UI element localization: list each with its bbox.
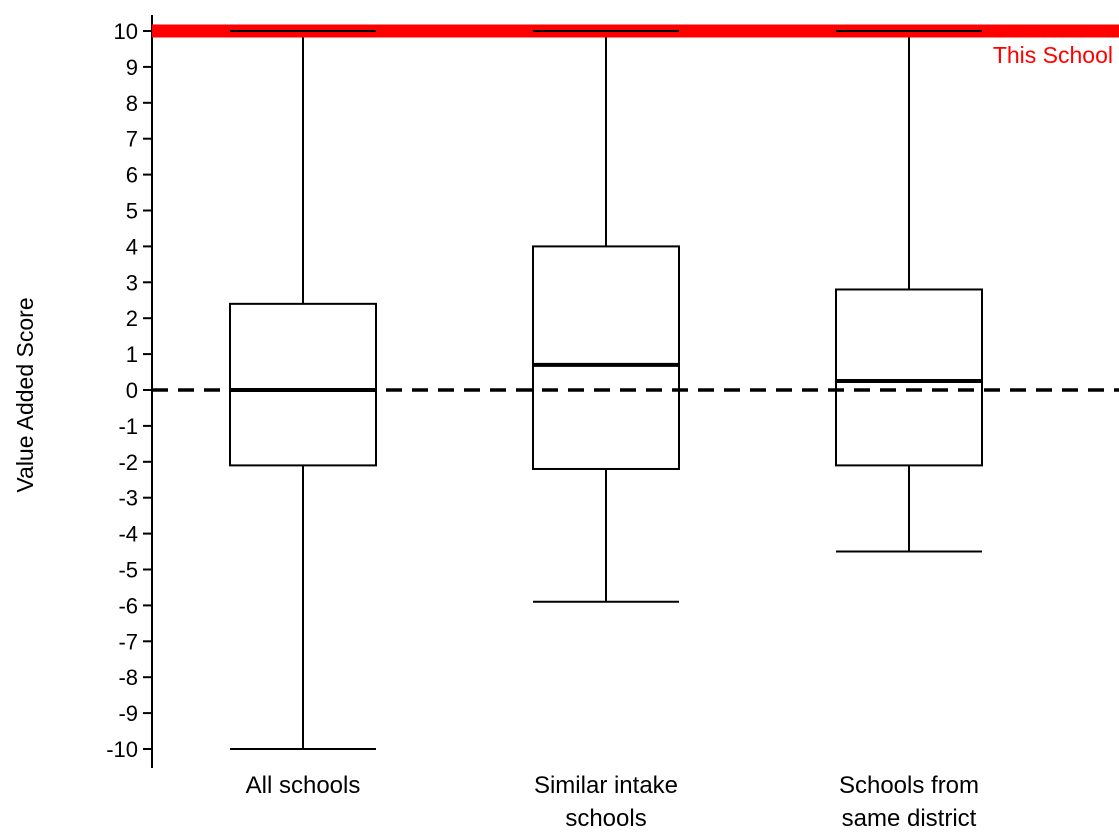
y-tick-label: -5 [118,558,138,583]
y-tick-label: 6 [126,163,138,188]
this-school-label: This School [993,42,1113,68]
y-tick-label: 8 [126,91,138,116]
box-2 [532,30,680,603]
iqr-box [229,302,377,467]
y-tick-label: 2 [126,306,138,331]
y-axis-title: Value Added Score [12,297,38,492]
y-tick-label: -2 [118,450,138,475]
iqr-box [532,245,680,470]
y-tick-label: 3 [126,270,138,295]
x-category-label: Similar intake [534,772,678,799]
box-3 [835,30,983,553]
y-tick-label: -10 [106,737,138,762]
y-tick-label: 9 [126,55,138,80]
x-category-label: Schools from [839,772,979,799]
iqr-box [835,288,983,467]
y-tick-label: 5 [126,199,138,224]
y-tick-label: -1 [118,414,138,439]
y-tick-label: 4 [126,234,138,259]
x-category-label: same district [842,805,977,829]
y-tick-label: 7 [126,127,138,152]
y-tick-label: -4 [118,522,138,547]
y-tick-label: -3 [118,486,138,511]
y-tick-label: 0 [126,378,138,403]
y-tick-label: 10 [114,19,138,44]
y-tick-label: -8 [118,665,138,690]
y-tick-label: -7 [118,629,138,654]
y-tick-label: -9 [118,701,138,726]
box-1 [229,30,377,750]
x-category-label: schools [565,805,646,829]
x-category-label: All schools [246,772,361,799]
y-tick-label: -6 [118,593,138,618]
y-tick-label: 1 [126,342,138,367]
